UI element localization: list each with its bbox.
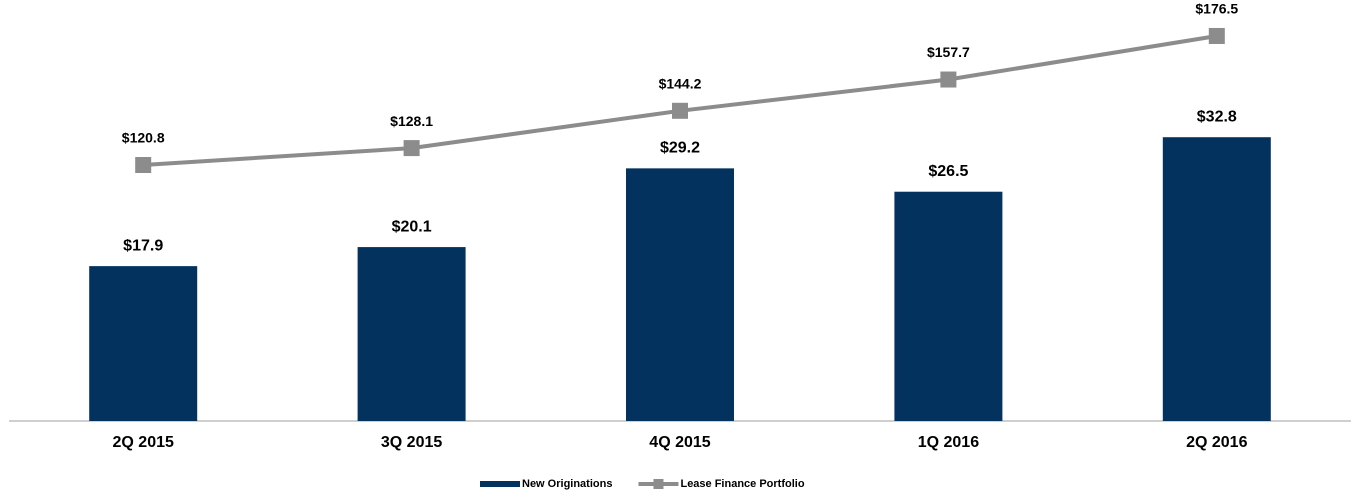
bar bbox=[357, 247, 466, 421]
bar bbox=[894, 191, 1003, 421]
data-label: $144.2 bbox=[659, 76, 702, 92]
bar bbox=[626, 168, 734, 421]
x-tick-label: 2Q 2015 bbox=[113, 434, 174, 451]
x-tick-label: 1Q 2016 bbox=[918, 434, 979, 451]
bar bbox=[89, 266, 198, 421]
x-tick-label: 4Q 2015 bbox=[649, 434, 710, 451]
data-label: $128.1 bbox=[390, 113, 433, 129]
legend-label: Lease Finance Portfolio bbox=[680, 478, 804, 490]
legend-swatch bbox=[653, 479, 664, 489]
data-label: $157.7 bbox=[927, 44, 970, 60]
data-label: $120.8 bbox=[122, 130, 165, 146]
data-label: $32.8 bbox=[1197, 108, 1237, 125]
line-marker bbox=[1208, 27, 1225, 44]
legend-label: New Originations bbox=[522, 478, 612, 490]
x-tick-label: 2Q 2016 bbox=[1186, 434, 1247, 451]
data-label: $176.5 bbox=[1195, 1, 1238, 17]
line-marker bbox=[672, 102, 688, 119]
line-marker bbox=[403, 140, 420, 157]
data-label: $17.9 bbox=[123, 237, 163, 254]
line-marker bbox=[940, 71, 957, 88]
data-label: $20.1 bbox=[392, 218, 432, 235]
line-marker bbox=[135, 157, 152, 174]
x-tick-label: 3Q 2015 bbox=[381, 434, 442, 451]
legend-swatch bbox=[480, 481, 520, 487]
data-label: $26.5 bbox=[928, 163, 968, 180]
data-label: $29.2 bbox=[660, 140, 700, 157]
bar bbox=[1162, 137, 1271, 422]
